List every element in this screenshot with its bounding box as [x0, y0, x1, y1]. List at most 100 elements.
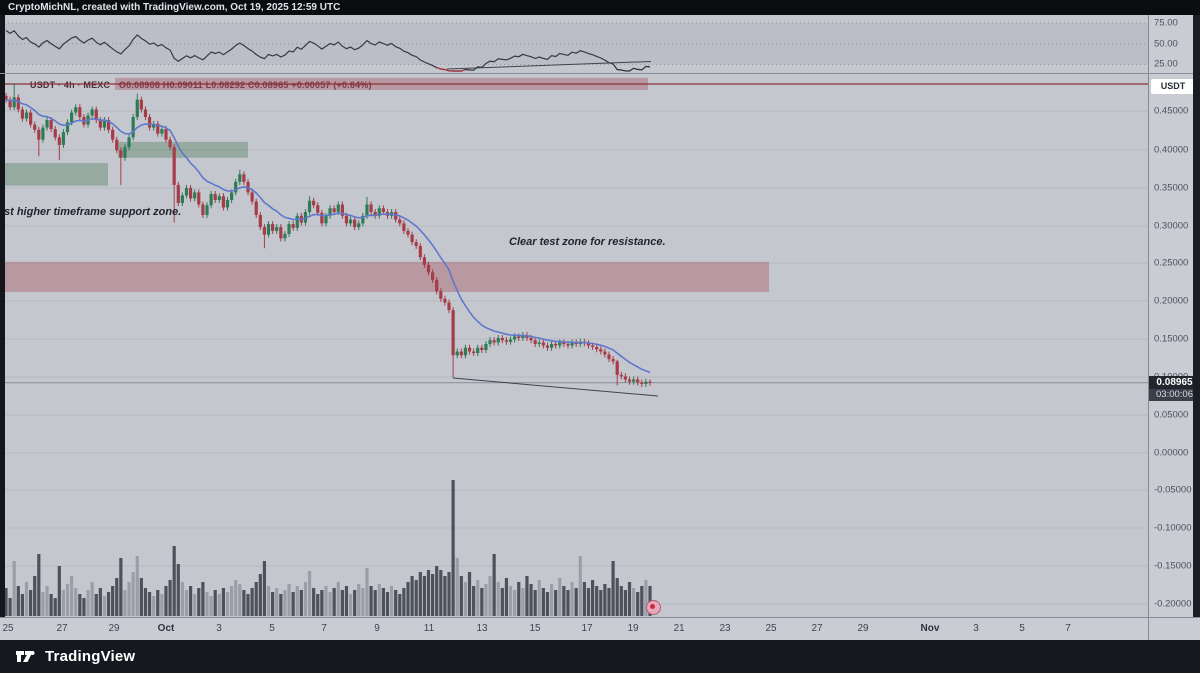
volume-bar — [283, 590, 287, 616]
price-scale[interactable]: 75.00 50.00 25.00 0.45000 0.40000 0.35000 0.30… — [1148, 15, 1200, 617]
candle — [336, 204, 340, 213]
volume-bar — [615, 578, 619, 616]
candle — [230, 192, 234, 200]
candle — [283, 233, 287, 239]
volume-bar — [74, 588, 78, 616]
candle — [74, 107, 78, 113]
volume-bar — [135, 556, 139, 616]
volume-bar — [558, 578, 562, 616]
volume-bar — [451, 480, 455, 616]
candle — [57, 137, 61, 145]
price-tick-label: 0.45000 — [1154, 105, 1189, 117]
time-axis[interactable]: 25 27 29 Oct 3 5 7 9 11 13 15 17 19 21 23 25 27 29 Nov 3 5 7 — [0, 617, 1148, 640]
unit-toggle-button[interactable]: USDT — [1151, 79, 1195, 94]
volume-bar — [455, 558, 459, 616]
candle — [168, 139, 172, 148]
volume-bar — [201, 582, 205, 616]
candle — [549, 343, 554, 348]
candle — [320, 212, 324, 224]
candle — [275, 227, 279, 231]
candle — [262, 227, 267, 235]
tradingview-brand[interactable]: TradingView — [45, 648, 136, 665]
volume-bar — [176, 564, 180, 616]
volume-bar — [570, 582, 574, 616]
pane-divider[interactable] — [0, 73, 1200, 74]
volume-bar — [41, 592, 45, 616]
candle — [504, 340, 509, 342]
volume-bar — [443, 576, 447, 616]
candle — [152, 123, 156, 128]
volume-bar — [426, 570, 431, 616]
candle — [188, 187, 193, 199]
candle — [119, 150, 123, 158]
tradingview-logo-icon[interactable] — [16, 648, 38, 665]
candle — [537, 342, 541, 344]
volume-bar — [603, 584, 607, 616]
candle — [332, 208, 336, 213]
volume-bar — [541, 588, 545, 616]
volume-bar — [389, 586, 394, 616]
time-tick-label: 27 — [56, 623, 68, 634]
volume-bar — [262, 561, 267, 616]
candle — [98, 120, 102, 128]
candle — [147, 117, 152, 128]
candle — [29, 112, 33, 125]
candle — [197, 192, 201, 205]
time-tick-label: 9 — [374, 623, 380, 634]
volume-bar — [94, 594, 98, 616]
candle — [8, 99, 12, 108]
candle — [435, 279, 439, 292]
candle — [37, 129, 41, 140]
volume-bar — [209, 596, 213, 616]
candle — [533, 340, 537, 344]
volume-bar — [205, 592, 209, 616]
candle — [455, 351, 459, 356]
symbol-legend[interactable]: USDT · 4h · MEXC O0.08908 H0.09011 L0.08… — [30, 80, 372, 90]
volume-bar — [619, 586, 623, 616]
candle — [340, 204, 344, 216]
volume-bar — [607, 588, 611, 616]
volume-bar — [246, 594, 250, 616]
price-tick-label: 0.40000 — [1154, 144, 1189, 156]
price-tick-label: -0.05000 — [1154, 484, 1192, 496]
candle — [623, 376, 628, 380]
time-tick-label: 25 — [2, 623, 14, 634]
time-tick-label: Nov — [920, 623, 940, 634]
attribution-text: CryptoMichNL, created with TradingView.c… — [8, 2, 341, 13]
volume-bar — [328, 592, 332, 616]
volume-bar — [119, 558, 123, 616]
candle — [106, 120, 111, 130]
volume-bar — [332, 588, 336, 616]
candle — [599, 349, 603, 352]
volume-bar — [381, 588, 385, 616]
candle — [595, 347, 599, 350]
candle — [529, 337, 533, 341]
price-lower-trendline — [452, 377, 659, 397]
candle — [627, 379, 632, 382]
candle — [180, 195, 184, 203]
volume-bar — [127, 582, 131, 616]
candle — [139, 99, 143, 110]
volume-bar — [320, 590, 324, 616]
volume-bar — [599, 590, 603, 616]
volume-bar — [254, 582, 258, 616]
volume-bar — [480, 588, 484, 616]
volume-bar — [45, 586, 49, 616]
candle — [258, 215, 262, 228]
candle — [431, 272, 435, 280]
chart-canvas[interactable] — [0, 0, 1148, 640]
candle — [410, 234, 414, 243]
last-price-value: 0.08965 — [1149, 376, 1200, 389]
volume-bar — [33, 576, 37, 616]
volume-bar — [508, 586, 513, 616]
volume-bar — [221, 588, 226, 616]
candle — [53, 129, 57, 138]
candle — [65, 122, 70, 133]
volume-bar — [324, 586, 328, 616]
price-tick-label: 0.15000 — [1154, 333, 1189, 345]
volume-bar — [385, 592, 390, 616]
volume-bar — [431, 574, 435, 616]
volume-bar — [414, 580, 418, 616]
time-tick-label: 17 — [581, 623, 593, 634]
volume-bar — [234, 580, 238, 616]
